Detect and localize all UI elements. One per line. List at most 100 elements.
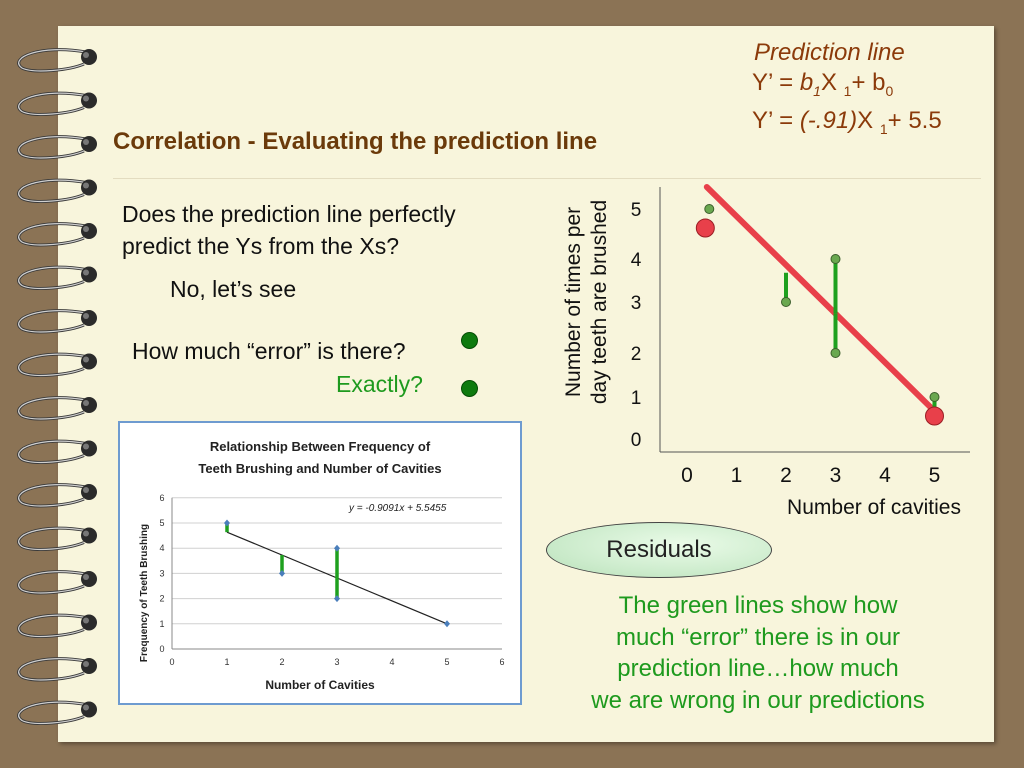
spiral-ring: [17, 613, 87, 638]
spiral-hole-shine: [83, 95, 89, 102]
spiral-hole-shine: [83, 52, 89, 58]
excel-chart-title: Relationship Between Frequency of: [210, 439, 431, 454]
data-point: [781, 297, 791, 307]
excel-chart-svg: Relationship Between Frequency of Teeth …: [139, 439, 505, 692]
green-dot: [461, 332, 478, 349]
excel-x-tick: 4: [389, 657, 394, 667]
excel-chart: Relationship Between Frequency of Teeth …: [118, 421, 522, 705]
spiral-hole-shine: [83, 704, 89, 711]
spiral-hole-shine: [83, 661, 89, 667]
residuals-label: Residuals: [606, 536, 712, 563]
spiral-ring-highlight: [18, 179, 87, 203]
spiral-ring-highlight: [18, 136, 87, 159]
spiral-ring: [17, 265, 87, 290]
prediction-line-chart: Number of cavities Number of times per d…: [562, 184, 970, 519]
spiral-hole: [81, 397, 97, 413]
excel-data-point: [279, 569, 285, 577]
y-tick-label: 1: [631, 388, 642, 409]
excel-x-tick: 1: [224, 657, 229, 667]
excel-x-tick: 5: [444, 657, 449, 667]
excel-y-tick: 6: [159, 493, 164, 503]
spiral-hole: [81, 353, 97, 370]
spiral-ring-highlight: [18, 310, 87, 333]
spiral-ring: [17, 526, 87, 551]
spiral-ring-highlight: [18, 353, 87, 377]
spiral-ring: [17, 222, 87, 247]
y-tick-label: 2: [631, 344, 642, 365]
excel-y-tick: 4: [159, 543, 164, 553]
spiral-hole-shine: [83, 617, 89, 624]
y-tick-label: 0: [631, 430, 642, 451]
spiral-hole-shine: [83, 356, 89, 363]
spiral-ring-highlight: [18, 266, 87, 290]
residuals-callout: Residuals: [546, 522, 772, 578]
spiral-hole: [81, 92, 97, 109]
spiral-ring-highlight: [18, 658, 87, 681]
spiral-hole: [81, 310, 97, 326]
spiral-hole-shine: [83, 487, 89, 493]
excel-y-tick: 2: [159, 594, 164, 604]
question-how-much-error: How much “error” is there?: [132, 338, 406, 364]
line-endpoint: [925, 406, 944, 426]
green-dot: [461, 380, 478, 397]
spiral-ring-highlight: [18, 440, 87, 464]
spiral-ring-highlight: [18, 571, 87, 594]
formula-heading: Prediction line: [754, 39, 905, 66]
spiral-ring: [17, 352, 87, 377]
spiral-hole-shine: [83, 226, 89, 232]
excel-y-tick: 5: [159, 518, 164, 528]
y-tick-label: 5: [631, 200, 642, 221]
data-point: [929, 392, 940, 402]
spiral-ring-highlight: [18, 527, 87, 551]
x-tick-label: 3: [830, 464, 842, 487]
slide-title: Correlation - Evaluating the prediction …: [113, 128, 598, 155]
spiral-hole-shine: [83, 443, 89, 450]
spiral-hole: [81, 701, 97, 718]
spiral-ring: [17, 178, 87, 203]
spiral-hole-shine: [83, 313, 89, 319]
spiral-ring: [17, 91, 87, 116]
data-point: [704, 204, 715, 214]
main-x-axis-label: Number of cavities: [787, 496, 961, 519]
spiral-ring-highlight: [18, 49, 87, 72]
spiral-hole-shine: [83, 269, 89, 276]
spiral-ring-highlight: [18, 223, 87, 246]
spiral-hole-shine: [83, 530, 89, 537]
excel-data-point: [334, 544, 340, 552]
spiral-hole: [81, 484, 97, 500]
spiral-ring: [17, 570, 87, 595]
answer-exactly: Exactly?: [336, 371, 423, 397]
spiral-hole: [81, 136, 97, 152]
x-tick-label: 0: [681, 464, 693, 487]
spiral-binding: [17, 48, 97, 725]
spiral-ring-highlight: [18, 614, 87, 638]
x-tick-label: 4: [879, 464, 891, 487]
excel-y-tick: 0: [159, 644, 164, 654]
spiral-hole-shine: [83, 400, 89, 406]
spiral-hole: [81, 179, 97, 196]
spiral-ring: [17, 135, 87, 160]
spiral-ring-highlight: [18, 701, 87, 725]
spiral-ring: [17, 700, 87, 725]
spiral-hole: [81, 658, 97, 674]
formula-line-general: Y’ = b1X 1+ b0: [752, 69, 894, 99]
spiral-ring: [17, 657, 87, 682]
line-endpoint: [695, 218, 715, 238]
answer-lets-see: No, let’s see: [170, 276, 297, 302]
data-point: [830, 348, 841, 358]
spiral-ring: [17, 483, 87, 508]
spiral-ring-highlight: [18, 484, 87, 507]
svg-text:day teeth are brushed: day teeth are brushed: [588, 200, 611, 404]
main-y-axis-label: Number of times per day teeth are brushe…: [562, 200, 611, 404]
spiral-hole: [81, 266, 97, 283]
y-tick-label: 3: [631, 293, 642, 314]
spiral-ring-highlight: [18, 397, 87, 420]
excel-x-tick: 2: [279, 657, 284, 667]
spiral-ring: [17, 309, 87, 334]
spiral-hole-shine: [83, 139, 89, 145]
excel-data-point: [334, 595, 340, 603]
x-tick-label: 1: [731, 464, 743, 487]
x-tick-label: 2: [780, 464, 792, 487]
data-point: [830, 254, 841, 264]
spiral-hole: [81, 440, 97, 457]
